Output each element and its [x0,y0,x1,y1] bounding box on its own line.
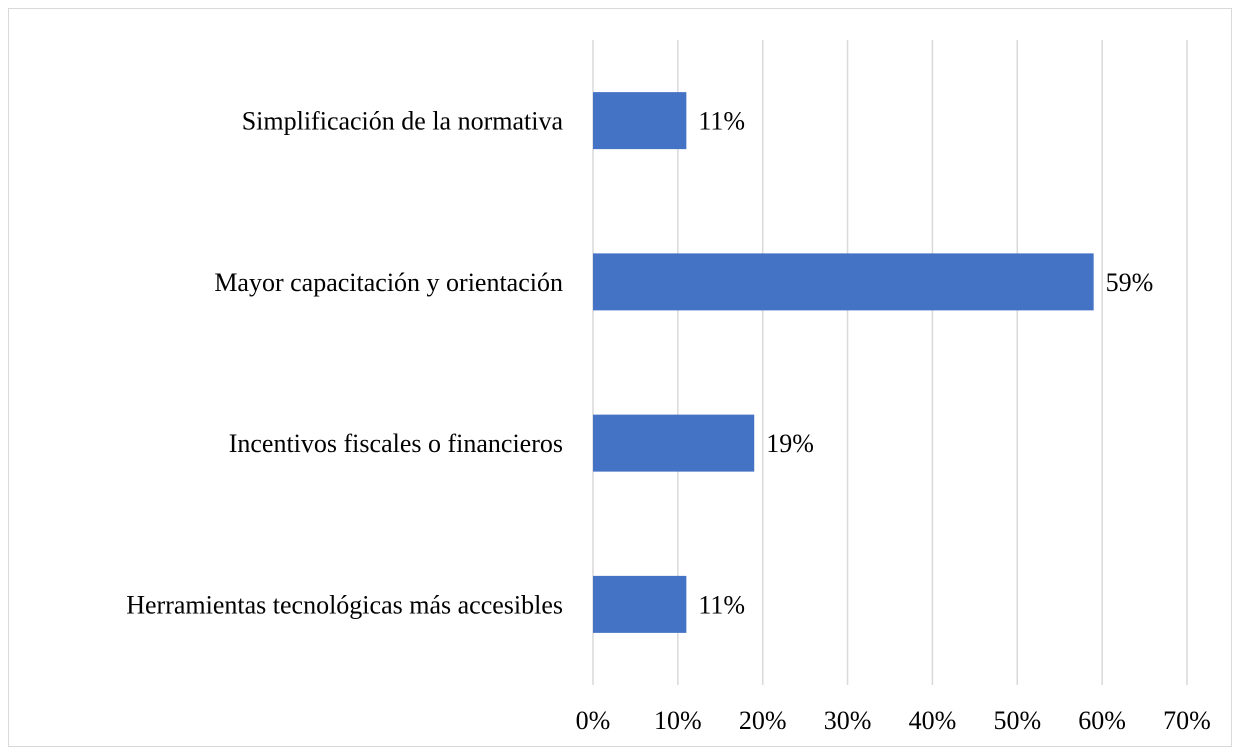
bar [593,253,1094,311]
data-label: 11% [698,590,745,619]
x-tick-label: 50% [993,706,1041,735]
y-tick-label: Mayor capacitación y orientación [214,268,563,297]
data-label: 59% [1106,268,1154,297]
x-tick-label: 70% [1163,706,1211,735]
x-tick-label: 0% [576,706,611,735]
bar [593,92,687,150]
bar [593,575,687,633]
data-label: 11% [698,107,745,136]
x-tick-label: 40% [909,706,957,735]
x-tick-label: 10% [654,706,702,735]
x-tick-label: 60% [1078,706,1126,735]
bar [593,414,755,472]
x-tick-label: 30% [824,706,872,735]
data-label: 19% [766,429,814,458]
y-tick-label: Incentivos fiscales o financieros [229,429,563,458]
y-tick-label: Herramientas tecnológicas más accesibles [126,590,563,619]
y-tick-label: Simplificación de la normativa [242,107,564,136]
x-tick-label: 20% [739,706,787,735]
